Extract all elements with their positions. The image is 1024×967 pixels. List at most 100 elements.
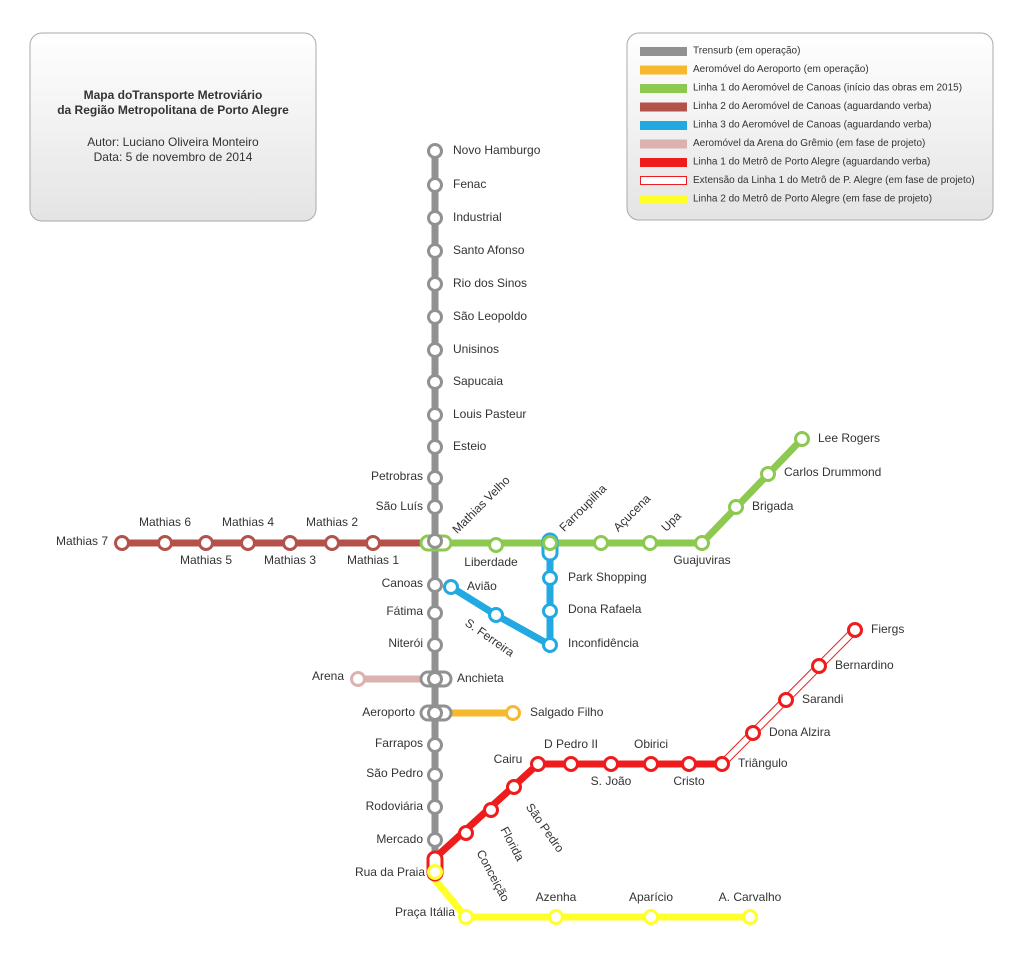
station-label: Azenha bbox=[536, 890, 577, 904]
station bbox=[542, 603, 558, 619]
station-label: Fátima bbox=[386, 604, 423, 618]
header-box bbox=[29, 32, 317, 222]
station-label: Rua da Praia bbox=[355, 865, 425, 879]
station-label: Mathias 5 bbox=[180, 553, 232, 567]
legend-box bbox=[626, 32, 994, 221]
station bbox=[427, 705, 443, 721]
title: da Região Metropolitana de Porto Alegre bbox=[57, 103, 289, 117]
station bbox=[694, 535, 710, 551]
station-label: Mathias 7 bbox=[56, 534, 108, 548]
station bbox=[760, 466, 776, 482]
station bbox=[427, 533, 443, 549]
station bbox=[548, 909, 564, 925]
station-label: Louis Pasteur bbox=[453, 407, 526, 421]
station bbox=[427, 799, 443, 815]
station bbox=[282, 535, 298, 551]
station bbox=[681, 756, 697, 772]
station-label: S. João bbox=[591, 774, 632, 788]
station-label: Niterói bbox=[388, 636, 423, 650]
station-label: Liberdade bbox=[464, 555, 518, 569]
station-label: Dona Alzira bbox=[769, 725, 831, 739]
station bbox=[714, 756, 730, 772]
station-label: Upa bbox=[658, 509, 684, 535]
station-label: Anchieta bbox=[457, 671, 504, 685]
station bbox=[427, 499, 443, 515]
station bbox=[427, 577, 443, 593]
station-label: Arena bbox=[312, 669, 344, 683]
station-label: Aeroporto bbox=[362, 705, 415, 719]
station-label: D Pedro II bbox=[544, 737, 598, 751]
station bbox=[324, 535, 340, 551]
station-label: Avião bbox=[467, 579, 497, 593]
station bbox=[642, 535, 658, 551]
station bbox=[643, 756, 659, 772]
station-label: Brigada bbox=[752, 499, 794, 513]
station bbox=[643, 909, 659, 925]
station bbox=[530, 756, 546, 772]
legend-swatch bbox=[640, 139, 687, 149]
station bbox=[350, 671, 366, 687]
station-label: Mathias 6 bbox=[139, 515, 191, 529]
station-label: São Luís bbox=[376, 499, 423, 513]
station-label: Sapucaia bbox=[453, 374, 503, 388]
station-label: Conceição bbox=[474, 847, 513, 904]
station bbox=[542, 535, 558, 551]
station-label: Unisinos bbox=[453, 342, 499, 356]
station bbox=[427, 737, 443, 753]
station-label: Rodoviária bbox=[366, 799, 424, 813]
legend-label: Linha 3 do Aeromóvel de Canoas (aguardan… bbox=[693, 120, 932, 131]
station bbox=[458, 825, 474, 841]
title: Mapa doTransporte Metroviário bbox=[84, 88, 263, 102]
station bbox=[427, 177, 443, 193]
station-label: Cairu bbox=[494, 752, 523, 766]
station bbox=[427, 276, 443, 292]
station-label: Praça Itália bbox=[395, 905, 455, 919]
station bbox=[427, 342, 443, 358]
station-label: Fiergs bbox=[871, 622, 904, 636]
station-label: Farroupilha bbox=[556, 481, 609, 534]
legend-label: Linha 2 do Aeromóvel de Canoas (aguardan… bbox=[693, 101, 932, 112]
station-label: Esteio bbox=[453, 439, 487, 453]
station-label: Guajuviras bbox=[673, 553, 730, 567]
station-label: Lee Rogers bbox=[818, 431, 880, 445]
station-label: São Pedro bbox=[366, 766, 423, 780]
legend-swatch bbox=[640, 47, 687, 56]
station-label: Inconfidência bbox=[568, 636, 639, 650]
station-label: São Pedro bbox=[523, 801, 567, 856]
station bbox=[427, 470, 443, 486]
legend-label: Aeromóvel da Arena do Grêmio (em fase de… bbox=[693, 138, 925, 149]
station bbox=[542, 570, 558, 586]
station bbox=[198, 535, 214, 551]
station-label: Rio dos Sinos bbox=[453, 276, 527, 290]
legend-label: Linha 1 do Aeromóvel de Canoas (início d… bbox=[693, 83, 962, 94]
legend-swatch bbox=[640, 195, 687, 204]
station-label: Salgado Filho bbox=[530, 705, 604, 719]
station-label: Mathias Velho bbox=[449, 473, 512, 536]
station-label: Mathias 4 bbox=[222, 515, 274, 529]
station bbox=[811, 658, 827, 674]
legend-label: Linha 1 do Metrô de Porto Alegre (aguard… bbox=[693, 157, 930, 168]
station-label: Mathias 1 bbox=[347, 553, 399, 567]
station bbox=[157, 535, 173, 551]
station bbox=[365, 535, 381, 551]
station-label: Bernardino bbox=[835, 658, 894, 672]
station bbox=[563, 756, 579, 772]
legend-label: Extensão da Linha 1 do Metrô de P. Alegr… bbox=[693, 175, 975, 186]
legend-swatch bbox=[640, 102, 687, 112]
station-label: Aparício bbox=[629, 890, 673, 904]
station bbox=[427, 605, 443, 621]
station-label: Fenac bbox=[453, 177, 486, 191]
station-label: Mathias 2 bbox=[306, 515, 358, 529]
station-label: Cristo bbox=[673, 774, 705, 788]
station-label: Industrial bbox=[453, 210, 502, 224]
station-label: Mathias 3 bbox=[264, 553, 316, 567]
station bbox=[794, 431, 810, 447]
station bbox=[443, 579, 459, 595]
station-label: Florida bbox=[498, 824, 528, 863]
station bbox=[427, 671, 443, 687]
station bbox=[114, 535, 130, 551]
station-label: Canoas bbox=[382, 576, 423, 590]
station-label: Triângulo bbox=[738, 756, 788, 770]
station-label: Petrobras bbox=[371, 469, 423, 483]
